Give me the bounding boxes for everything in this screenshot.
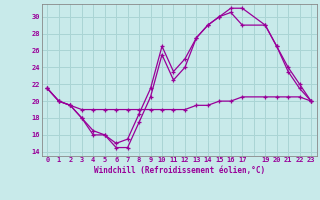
X-axis label: Windchill (Refroidissement éolien,°C): Windchill (Refroidissement éolien,°C) — [94, 166, 265, 175]
